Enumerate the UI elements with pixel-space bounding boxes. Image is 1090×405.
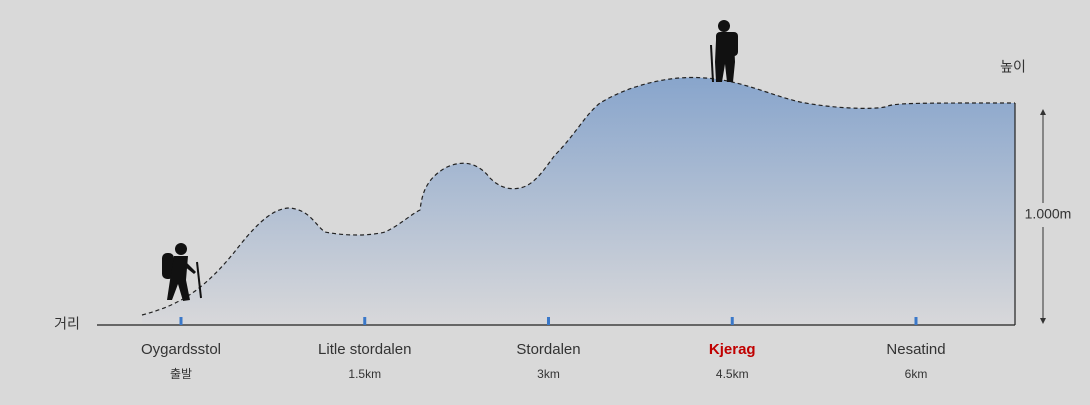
waypoint-name: Litle stordalen (318, 341, 411, 358)
waypoint-tick (547, 317, 550, 325)
waypoint-tick (914, 317, 918, 325)
waypoint-distance: 1.5km (348, 367, 381, 381)
waypoint-distance: 6km (905, 367, 928, 381)
hiker-start (162, 243, 202, 301)
waypoint-name: Stordalen (516, 341, 580, 358)
terrain-outline (141, 76, 1016, 316)
waypoint-distance: 4.5km (716, 367, 749, 381)
waypoint-tick (179, 317, 183, 325)
height-label: 1.000m (1025, 206, 1072, 222)
terrain-area (142, 77, 1015, 325)
waypoint-name: Nesatind (886, 341, 945, 358)
waypoint-tick (363, 317, 367, 325)
waypoint-tick (730, 317, 734, 325)
waypoint-name: Kjerag (709, 341, 756, 358)
hiker-summit (710, 20, 738, 83)
waypoint-distance: 출발 (170, 367, 192, 381)
waypoint-distance: 3km (537, 367, 560, 381)
x-axis-label: 거리 (54, 316, 80, 332)
y-axis-label: 높이 (1000, 59, 1026, 75)
waypoint-name: Oygardsstol (141, 341, 221, 358)
